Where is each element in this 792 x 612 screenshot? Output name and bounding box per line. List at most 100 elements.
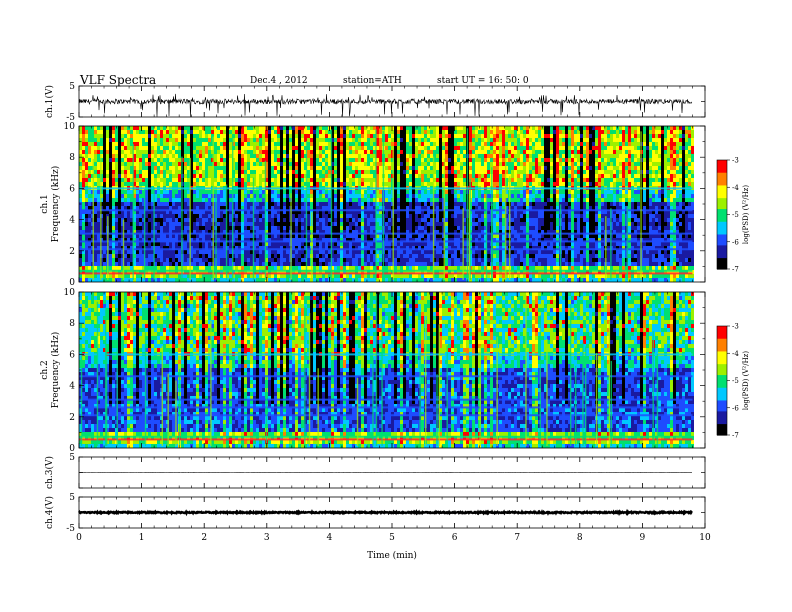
spectrogram-cell (280, 150, 283, 154)
spectrogram-cell (367, 134, 370, 138)
spectrogram-cell (136, 194, 139, 198)
spectrogram-cell (208, 278, 211, 282)
spectrogram-cell (325, 266, 328, 270)
spectrogram-cell (175, 238, 178, 242)
spectrogram-cell (298, 130, 301, 134)
spectrogram-cell (220, 210, 223, 214)
spectrogram-cell (217, 254, 220, 258)
spectrogram-cell (340, 142, 343, 146)
spectrogram-cell (115, 134, 118, 138)
spectrogram-cell (199, 226, 202, 230)
spectrogram-cell (424, 162, 427, 166)
spectrogram-cell (385, 210, 388, 214)
spectrogram-cell (352, 158, 355, 162)
spectrogram-cell (424, 266, 427, 270)
spectrogram-cell (325, 138, 328, 142)
spectrogram-cell (295, 206, 298, 210)
spectrogram-cell (229, 170, 232, 174)
spectrogram-cell (367, 214, 370, 218)
spectrogram-cell (82, 134, 85, 138)
spectrogram-cell (331, 142, 334, 146)
spectrogram-cell (235, 262, 238, 266)
spectrogram-cell (286, 270, 289, 274)
spectrogram-cell (157, 222, 160, 226)
spectrogram-cell (127, 238, 130, 242)
spectrogram-cell (355, 226, 358, 230)
spectrogram-cell (208, 146, 211, 150)
spectrogram-cell (355, 126, 358, 130)
spectrogram-cell (232, 238, 235, 242)
spectrogram-cell (88, 174, 91, 178)
spectrogram-cell (439, 126, 442, 130)
spectrogram-cell (283, 278, 286, 282)
spectrogram-cell (364, 250, 367, 254)
spectrogram-cell (178, 266, 181, 270)
spectrogram-cell (298, 218, 301, 222)
spectrogram-cell (442, 214, 445, 218)
spectrogram-cell (211, 154, 214, 158)
spectrogram-cell (232, 218, 235, 222)
spectrogram-cell (127, 166, 130, 170)
spectrogram-cell (94, 266, 97, 270)
spectrogram-cell (442, 226, 445, 230)
spectrogram-cell (286, 182, 289, 186)
spectrogram-cell (208, 270, 211, 274)
spectrogram-cell (136, 246, 139, 250)
spectrogram-cell (328, 154, 331, 158)
spectrogram-cell (283, 230, 286, 234)
spectrogram-cell (349, 246, 352, 250)
spectrogram-cell (145, 250, 148, 254)
spectrogram-cell (337, 222, 340, 226)
spectrogram-cell (262, 126, 265, 130)
spectrogram-cell (319, 222, 322, 226)
spectrogram-cell (355, 198, 358, 202)
spectrogram-cell (313, 230, 316, 234)
spectrogram-cell (127, 210, 130, 214)
spectrogram-cell (304, 246, 307, 250)
spectrogram-cell (241, 242, 244, 246)
spectrogram-cell (178, 250, 181, 254)
spectrogram-cell (304, 222, 307, 226)
spectrogram-cell (253, 230, 256, 234)
spectrogram-cell (364, 202, 367, 206)
spectrogram-cell (112, 254, 115, 258)
spectrogram-cell (391, 202, 394, 206)
spectrogram-cell (220, 162, 223, 166)
spectrogram-cell (379, 250, 382, 254)
spectrogram-cell (244, 266, 247, 270)
spectrogram-cell (328, 146, 331, 150)
spectrogram-cell (82, 154, 85, 158)
spectrogram-cell (277, 198, 280, 202)
spectrogram-cell (343, 154, 346, 158)
spectrogram-cell (196, 202, 199, 206)
spectrogram-cell (346, 242, 349, 246)
spectrogram-cell (169, 174, 172, 178)
spectrogram-cell (142, 158, 145, 162)
spectrogram-cell (241, 274, 244, 278)
spectrogram-cell (151, 198, 154, 202)
spectrogram-cell (403, 250, 406, 254)
spectrogram-cell (85, 226, 88, 230)
spectrogram-cell (265, 238, 268, 242)
spectrogram-cell (418, 214, 421, 218)
date-label: Dec.4 , 2012 (250, 76, 308, 86)
spectrogram-cell (406, 262, 409, 266)
spectrogram-cell (238, 202, 241, 206)
spectrogram-cell (406, 238, 409, 242)
spectrogram-cell (301, 130, 304, 134)
spectrogram-cell (154, 266, 157, 270)
spectrogram-cell (220, 202, 223, 206)
spectrogram-cell (154, 218, 157, 222)
spectrogram-cell (205, 190, 208, 194)
spectrogram-cell (259, 142, 262, 146)
spectrogram-cell (448, 254, 451, 258)
spectrogram-cell (364, 130, 367, 134)
spectrogram-cell (94, 250, 97, 254)
spectrogram-cell (190, 242, 193, 246)
spectrogram-cell (115, 246, 118, 250)
spectrogram-cell (445, 234, 448, 238)
spectrogram-cell (106, 194, 109, 198)
spectrogram-cell (295, 194, 298, 198)
spectrogram-cell (373, 198, 376, 202)
spectrogram-cell (418, 178, 421, 182)
